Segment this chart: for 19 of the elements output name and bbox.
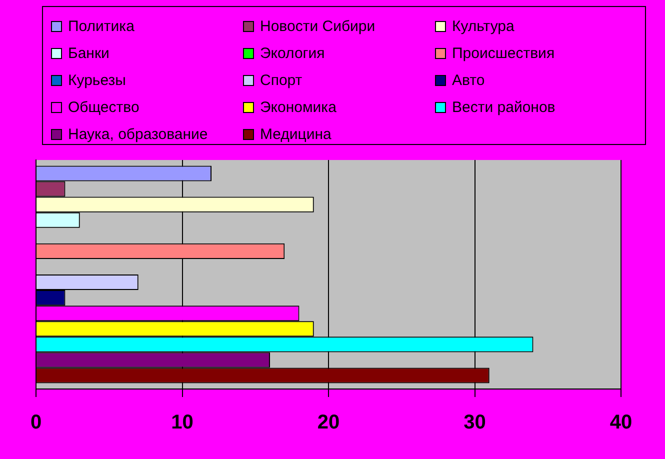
legend-label: Культура	[451, 17, 516, 37]
legend-label: Медицина	[259, 125, 332, 145]
legend-label: Вести районов	[451, 98, 556, 118]
legend-label: Общество	[67, 98, 140, 118]
legend-label: Наука, образование	[67, 125, 209, 145]
x-tick-label: 20	[317, 412, 340, 434]
x-tick-label: 40	[610, 412, 632, 434]
legend-label: Спорт	[259, 71, 304, 91]
x-tick-label: 10	[171, 412, 194, 434]
legend-label: Происшествия	[451, 44, 556, 64]
legend-label: Политика	[67, 17, 136, 37]
legend-label: Банки	[67, 44, 110, 64]
legend-label: Экономика	[259, 98, 338, 118]
legend-label: Курьезы	[67, 71, 127, 91]
legend-label: Авто	[451, 71, 486, 91]
x-tick-label: 0	[30, 412, 42, 434]
x-tick-label: 30	[464, 412, 486, 434]
legend-label: Экология	[259, 44, 326, 64]
legend-label: Новости Сибири	[259, 17, 376, 37]
